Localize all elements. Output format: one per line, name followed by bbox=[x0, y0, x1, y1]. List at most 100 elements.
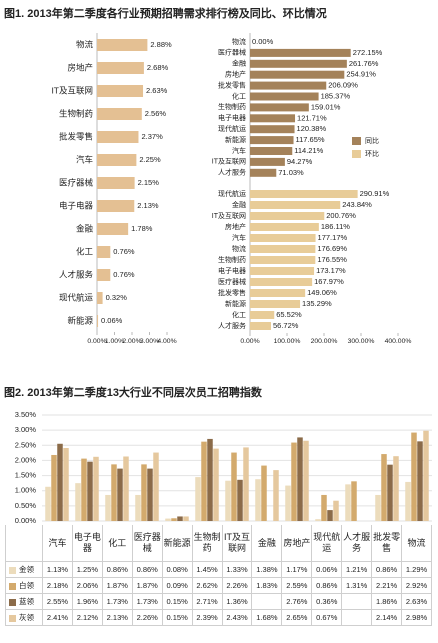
value-label: 243.84% bbox=[342, 200, 372, 209]
category-label: 批发零售 bbox=[218, 80, 246, 89]
bar bbox=[250, 267, 315, 275]
category-label: 电子电器 bbox=[59, 200, 94, 210]
value-label: 135.29% bbox=[302, 299, 332, 308]
value-label: 185.37% bbox=[321, 91, 351, 100]
legend-swatch bbox=[352, 137, 361, 145]
bar bbox=[97, 177, 135, 189]
value-cell: 0.86% bbox=[311, 577, 343, 594]
value-label: 159.01% bbox=[311, 102, 341, 111]
category-label: 金融 bbox=[232, 200, 246, 209]
category-header: 电子电器 bbox=[71, 525, 103, 562]
value-cell: 1.83% bbox=[251, 577, 283, 594]
value-cell: 0.08% bbox=[161, 561, 193, 578]
value-cell: 2.71% bbox=[191, 593, 223, 610]
bar bbox=[333, 500, 339, 521]
value-cell: 2.59% bbox=[281, 577, 313, 594]
bar bbox=[273, 470, 279, 521]
category-header: 批发零售 bbox=[371, 525, 403, 562]
bar bbox=[250, 114, 296, 123]
value-cell: 1.36% bbox=[221, 593, 253, 610]
bar bbox=[111, 464, 117, 521]
bar bbox=[261, 465, 267, 521]
value-label: 114.21% bbox=[294, 146, 323, 155]
bar bbox=[250, 168, 277, 177]
series-cell: 蓝领 bbox=[5, 593, 43, 610]
category-label: 现代航运 bbox=[218, 189, 246, 198]
bar bbox=[97, 131, 139, 143]
x-tick-label: 4.00% bbox=[157, 338, 176, 345]
value-label: 177.17% bbox=[318, 233, 348, 242]
category-label: 现代航运 bbox=[59, 292, 94, 302]
category-label: 金融 bbox=[76, 223, 94, 233]
data-table: 汽车 电子电器 化工 医疗器械 新能源 生物制药 IT及互联网 金融 房地产 现代航运 人才服务 批发… bbox=[5, 525, 432, 626]
value-cell: 2.21% bbox=[371, 577, 403, 594]
category-label: 生物制药 bbox=[59, 108, 93, 118]
category-label: 人才服务 bbox=[218, 168, 246, 177]
value-label: 2.56% bbox=[145, 109, 167, 118]
corner-cell bbox=[5, 525, 43, 562]
value-label: 121.71% bbox=[297, 113, 327, 122]
value-label: 1.78% bbox=[131, 224, 153, 233]
value-cell: 2.76% bbox=[281, 593, 313, 610]
legend-label: 同比 bbox=[365, 136, 379, 145]
value-cell: 2.14% bbox=[371, 609, 403, 626]
value-cell: 0.06% bbox=[311, 561, 343, 578]
bar bbox=[250, 234, 316, 242]
value-label: 2.13% bbox=[137, 201, 159, 210]
bar bbox=[105, 494, 111, 521]
category-label: 化工 bbox=[232, 310, 246, 319]
bar bbox=[97, 108, 142, 120]
y-tick-label: 0.00% bbox=[15, 516, 37, 525]
category-label: 医疗器械 bbox=[218, 277, 246, 286]
value-cell: 0.36% bbox=[311, 593, 343, 610]
bar bbox=[250, 125, 295, 134]
y-tick-label: 2.50% bbox=[15, 440, 37, 449]
bar bbox=[393, 456, 399, 521]
category-label: 化工 bbox=[76, 246, 94, 256]
category-header: 汽车 bbox=[42, 525, 73, 562]
series-cell: 金领 bbox=[5, 561, 43, 578]
bar bbox=[375, 494, 381, 521]
bar bbox=[231, 452, 237, 521]
bar bbox=[250, 70, 345, 79]
bar bbox=[201, 441, 207, 521]
value-cell: 0.86% bbox=[131, 561, 163, 578]
bar bbox=[250, 92, 319, 101]
x-tick-label: 300.00% bbox=[348, 338, 375, 345]
legend-swatch bbox=[352, 150, 361, 158]
category-header: IT及互联网 bbox=[221, 525, 253, 562]
value-cell: 0.09% bbox=[161, 577, 193, 594]
value-label: 0.00% bbox=[252, 37, 274, 46]
value-cell: 1.25% bbox=[71, 561, 103, 578]
bar bbox=[171, 518, 177, 521]
bar bbox=[250, 136, 294, 145]
value-cell: 1.21% bbox=[341, 561, 373, 578]
legend-swatch bbox=[9, 582, 16, 590]
bar bbox=[315, 519, 321, 521]
value-cell: 0.86% bbox=[371, 561, 403, 578]
table-row: 灰领 2.41% 2.12% 2.13% 2.26% 0.15% 2.39% 2.43% 1.6… bbox=[5, 609, 432, 626]
value-label: 0.76% bbox=[113, 270, 135, 279]
bar bbox=[97, 85, 144, 97]
bar bbox=[255, 479, 261, 521]
bar bbox=[250, 322, 271, 330]
bar bbox=[250, 256, 316, 264]
category-label: 物流 bbox=[232, 244, 246, 253]
bar bbox=[97, 200, 135, 212]
bar bbox=[147, 468, 153, 521]
bar bbox=[250, 103, 309, 112]
bar bbox=[195, 477, 201, 521]
category-header: 医疗器械 bbox=[131, 525, 163, 562]
bar bbox=[250, 223, 319, 231]
value-cell: 1.73% bbox=[101, 593, 133, 610]
value-cell: 1.96% bbox=[71, 593, 103, 610]
x-tick-label: 1.00% bbox=[105, 338, 124, 345]
bar bbox=[250, 48, 351, 57]
x-tick-label: 400.00% bbox=[385, 338, 412, 345]
series-cell: 白领 bbox=[5, 577, 43, 594]
category-label: 物流 bbox=[76, 39, 94, 49]
bar bbox=[135, 494, 141, 521]
legend-label: 金领 bbox=[19, 565, 34, 574]
bar bbox=[97, 246, 111, 258]
